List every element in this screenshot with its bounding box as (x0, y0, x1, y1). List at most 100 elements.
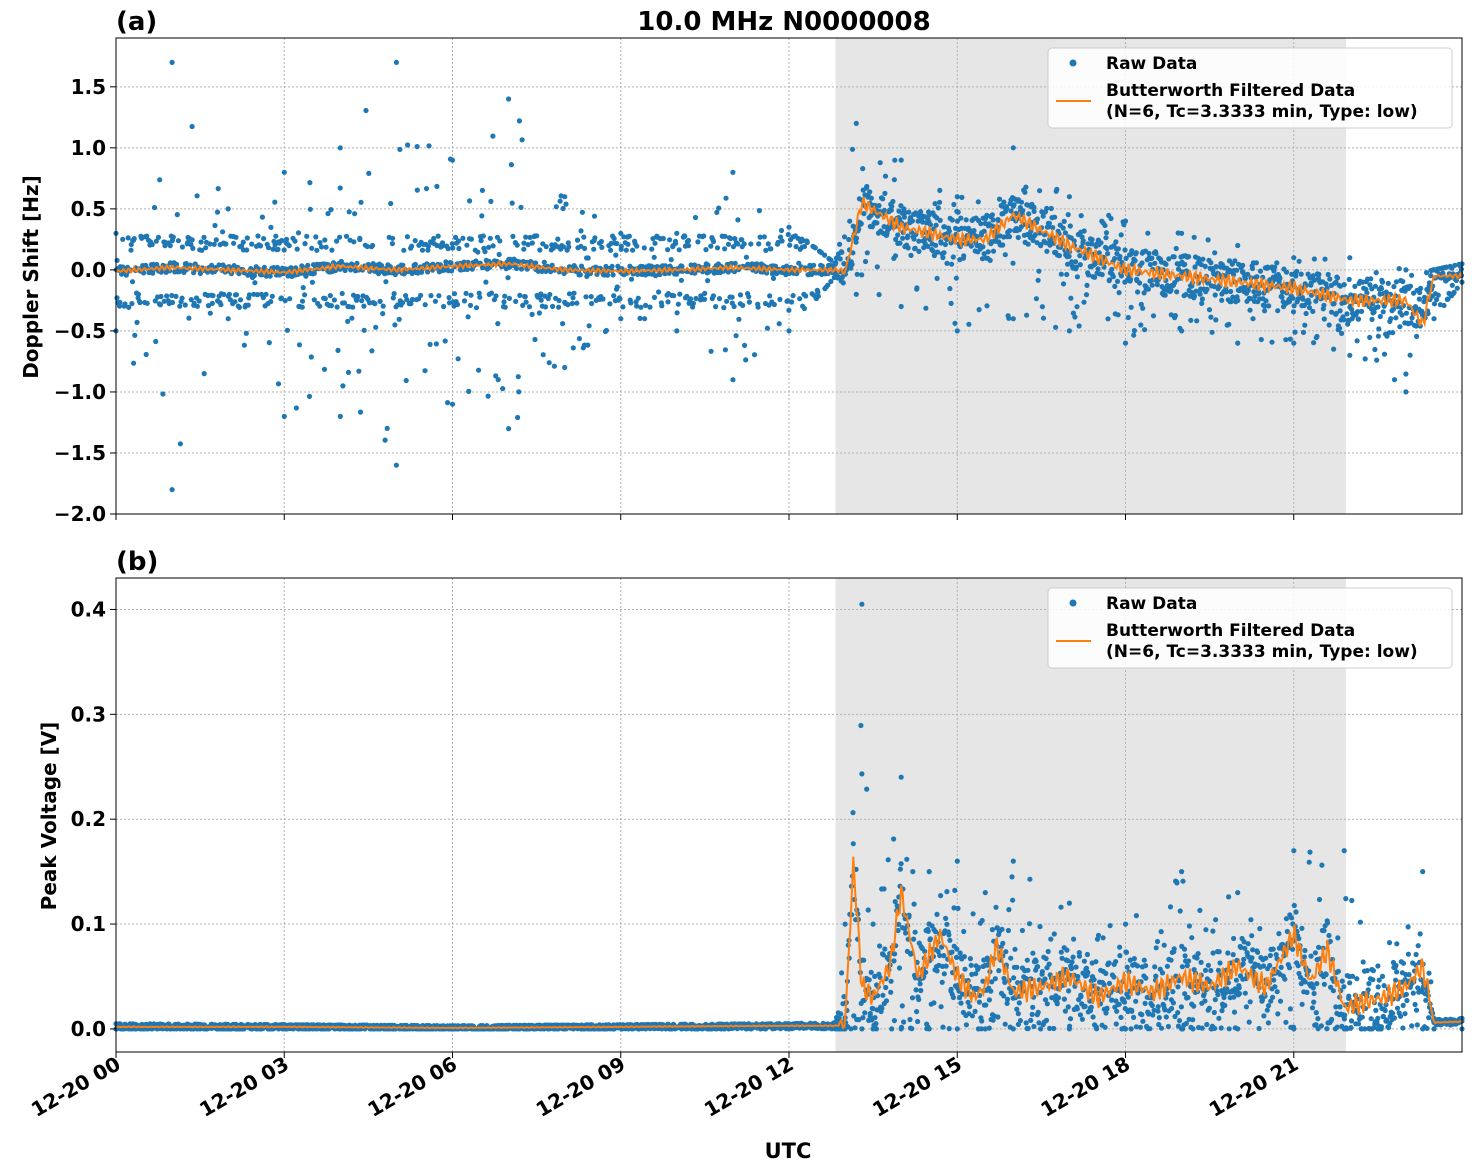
raw-data-point (268, 224, 274, 230)
raw-data-point (1153, 945, 1159, 951)
raw-data-point (404, 234, 410, 240)
raw-data-point (445, 400, 451, 406)
raw-data-point (839, 249, 845, 255)
raw-data-point (1129, 1008, 1135, 1014)
raw-data-point (955, 905, 961, 912)
raw-data-point (480, 233, 486, 239)
raw-data-point (1213, 264, 1219, 270)
raw-data-point (1056, 253, 1062, 259)
raw-data-point (652, 240, 658, 246)
raw-data-point (958, 215, 964, 221)
raw-data-point (445, 246, 451, 252)
raw-data-point (1031, 1023, 1037, 1030)
raw-data-point (1082, 1003, 1088, 1010)
raw-data-point (1066, 194, 1072, 200)
raw-data-point (537, 247, 543, 253)
raw-data-point (1240, 961, 1246, 967)
raw-data-point (539, 268, 545, 274)
raw-data-point (1265, 1003, 1272, 1009)
raw-data-point (1179, 964, 1185, 970)
raw-data-point (451, 291, 458, 297)
raw-data-point (891, 836, 897, 842)
raw-data-point (674, 310, 680, 316)
raw-data-point (1199, 300, 1205, 306)
raw-data-point (1211, 1009, 1217, 1016)
raw-data-point (638, 304, 644, 310)
raw-data-point (341, 300, 347, 306)
raw-data-point (431, 235, 437, 242)
raw-data-point (1234, 267, 1240, 273)
raw-data-point (169, 299, 176, 306)
raw-data-point (864, 250, 870, 256)
raw-data-point (1226, 1026, 1232, 1032)
raw-data-point (272, 199, 278, 205)
raw-data-point (938, 893, 944, 899)
raw-data-point (1094, 1026, 1100, 1032)
raw-data-point (236, 271, 242, 277)
raw-data-point (1346, 276, 1352, 282)
raw-data-point (523, 234, 529, 240)
raw-data-point (1216, 949, 1222, 955)
raw-data-point (331, 297, 337, 303)
raw-data-point (1135, 289, 1141, 295)
raw-data-point (1108, 215, 1114, 222)
raw-data-point (801, 243, 808, 250)
raw-data-point (514, 265, 520, 272)
raw-data-point (434, 183, 440, 189)
raw-data-point (1027, 876, 1033, 882)
raw-data-point (1001, 199, 1007, 205)
raw-data-point (1205, 237, 1211, 243)
raw-data-point (859, 771, 865, 777)
raw-data-point (932, 201, 938, 207)
raw-data-point (651, 254, 657, 260)
raw-data-point (893, 236, 899, 242)
raw-data-point (1000, 242, 1006, 248)
raw-data-point (545, 295, 551, 302)
raw-data-point (702, 290, 708, 296)
raw-data-point (578, 243, 584, 249)
raw-data-point (1400, 278, 1406, 285)
raw-data-point (380, 303, 386, 309)
raw-data-point (309, 279, 315, 285)
raw-data-point (1341, 317, 1347, 323)
raw-data-point (1458, 266, 1464, 272)
raw-data-point (1341, 282, 1347, 288)
raw-data-point (671, 293, 677, 299)
raw-data-point (243, 330, 249, 336)
raw-data-point (1079, 1016, 1085, 1022)
raw-data-point (131, 236, 137, 242)
raw-data-point (358, 199, 364, 205)
raw-data-point (779, 238, 785, 244)
raw-data-point (1043, 1017, 1050, 1024)
raw-data-point (351, 239, 357, 245)
raw-data-point (286, 243, 292, 249)
raw-data-point (1292, 329, 1298, 335)
raw-data-point (177, 303, 183, 309)
raw-data-point (908, 252, 914, 258)
raw-data-point (1008, 955, 1014, 961)
raw-data-point (189, 123, 195, 130)
raw-data-point (1368, 276, 1374, 282)
raw-data-point (1331, 301, 1337, 307)
raw-data-point (598, 238, 605, 245)
raw-data-point (135, 291, 142, 297)
raw-data-point (1199, 296, 1205, 302)
raw-data-point (777, 296, 783, 302)
raw-data-point (425, 243, 431, 249)
raw-data-point (1396, 266, 1402, 272)
raw-data-point (1114, 1008, 1120, 1014)
raw-data-point (1065, 261, 1071, 267)
raw-data-point (578, 228, 584, 234)
raw-data-point (1431, 316, 1437, 322)
raw-data-point (223, 241, 229, 247)
raw-data-point (1204, 286, 1210, 292)
raw-data-point (273, 233, 279, 239)
raw-data-point (947, 937, 953, 943)
raw-data-point (1116, 290, 1122, 296)
raw-data-point (958, 1000, 964, 1006)
raw-data-point (1403, 310, 1409, 316)
raw-data-point (990, 248, 997, 254)
raw-data-point (942, 241, 949, 248)
raw-data-point (128, 241, 134, 248)
raw-data-point (858, 221, 864, 227)
